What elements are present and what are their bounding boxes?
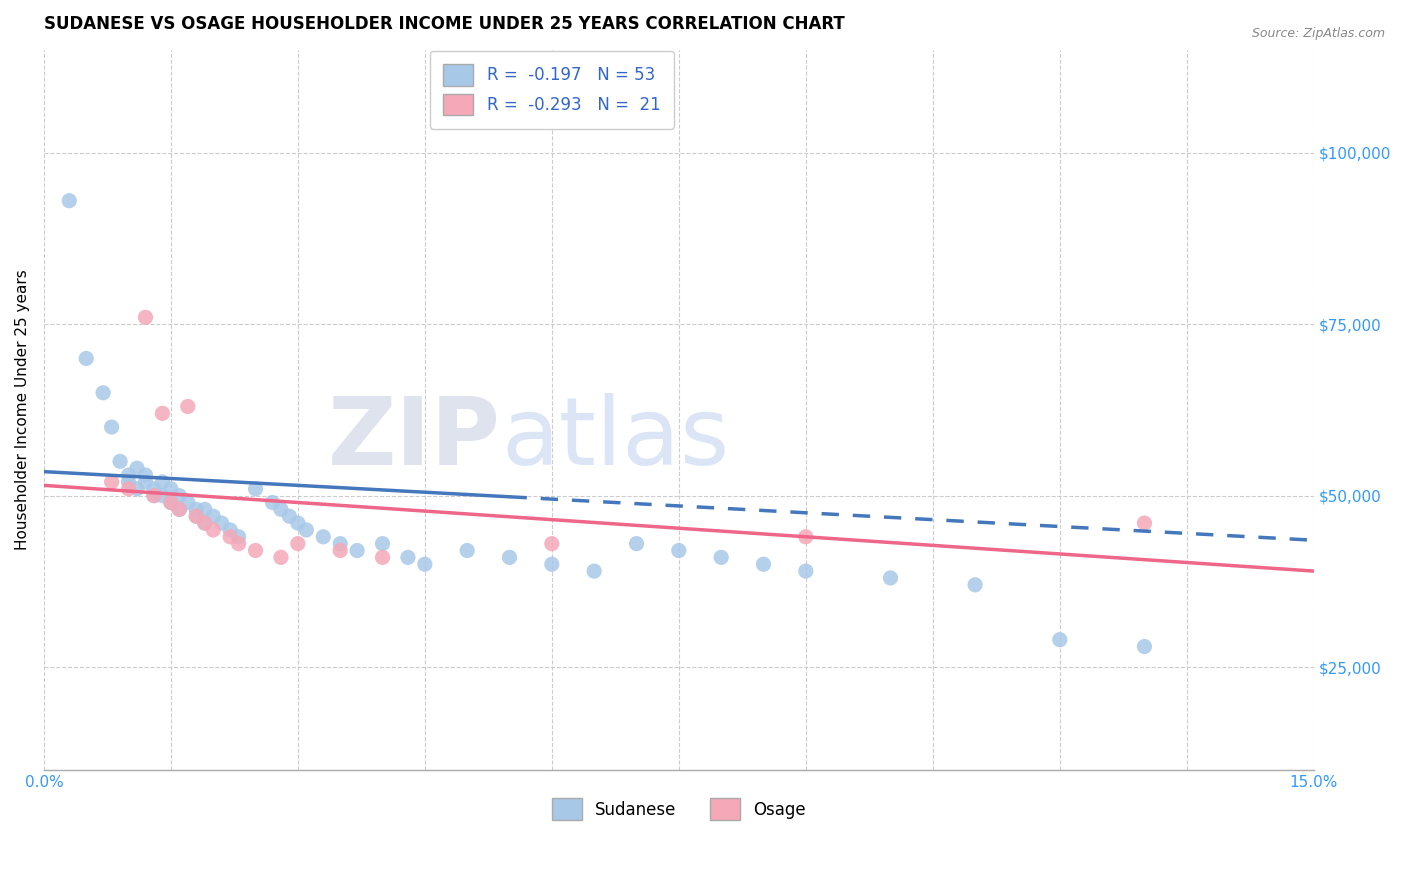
Point <box>262 495 284 509</box>
Point <box>100 420 122 434</box>
Point <box>152 489 174 503</box>
Point <box>160 495 183 509</box>
Point <box>245 543 267 558</box>
Point <box>186 502 208 516</box>
Text: atlas: atlas <box>501 392 730 484</box>
Point <box>1133 640 1156 654</box>
Point <box>329 543 352 558</box>
Y-axis label: Householder Income Under 25 years: Householder Income Under 25 years <box>15 269 30 550</box>
Point <box>117 475 139 489</box>
Point <box>108 454 131 468</box>
Point <box>270 502 292 516</box>
Point <box>186 509 208 524</box>
Point <box>1133 516 1156 530</box>
Point <box>219 523 242 537</box>
Point <box>169 502 191 516</box>
Point <box>668 543 690 558</box>
Point <box>194 516 217 530</box>
Point <box>125 482 148 496</box>
Point <box>117 482 139 496</box>
Point <box>169 502 191 516</box>
Point <box>194 502 217 516</box>
Legend: Sudanese, Osage: Sudanese, Osage <box>546 792 813 827</box>
Point <box>160 482 183 496</box>
Point <box>498 550 520 565</box>
Point <box>329 536 352 550</box>
Point <box>177 495 200 509</box>
Point <box>245 482 267 496</box>
Point <box>177 400 200 414</box>
Point <box>142 489 165 503</box>
Point <box>583 564 606 578</box>
Point <box>270 550 292 565</box>
Point <box>160 495 183 509</box>
Text: ZIP: ZIP <box>328 392 501 484</box>
Point <box>169 489 191 503</box>
Point <box>134 310 156 325</box>
Point <box>540 558 562 572</box>
Point <box>202 509 225 524</box>
Point <box>75 351 97 366</box>
Point <box>134 475 156 489</box>
Point <box>752 558 775 572</box>
Point <box>626 536 648 550</box>
Point <box>879 571 901 585</box>
Point <box>228 530 250 544</box>
Point <box>540 536 562 550</box>
Point <box>117 468 139 483</box>
Point <box>312 530 335 544</box>
Point <box>152 475 174 489</box>
Point <box>219 530 242 544</box>
Point <box>295 523 318 537</box>
Point <box>1049 632 1071 647</box>
Point <box>413 558 436 572</box>
Point <box>91 385 114 400</box>
Point <box>186 509 208 524</box>
Point <box>100 475 122 489</box>
Point <box>142 489 165 503</box>
Point <box>125 461 148 475</box>
Point <box>371 550 394 565</box>
Point <box>142 482 165 496</box>
Point <box>58 194 80 208</box>
Point <box>152 406 174 420</box>
Point <box>456 543 478 558</box>
Text: Source: ZipAtlas.com: Source: ZipAtlas.com <box>1251 27 1385 40</box>
Point <box>287 536 309 550</box>
Point <box>134 468 156 483</box>
Point <box>346 543 368 558</box>
Point <box>228 536 250 550</box>
Point <box>194 516 217 530</box>
Point <box>396 550 419 565</box>
Point <box>965 578 987 592</box>
Point <box>211 516 233 530</box>
Point <box>278 509 301 524</box>
Point <box>202 523 225 537</box>
Point <box>794 530 817 544</box>
Point <box>371 536 394 550</box>
Point <box>287 516 309 530</box>
Point <box>794 564 817 578</box>
Text: SUDANESE VS OSAGE HOUSEHOLDER INCOME UNDER 25 YEARS CORRELATION CHART: SUDANESE VS OSAGE HOUSEHOLDER INCOME UND… <box>44 15 845 33</box>
Point <box>710 550 733 565</box>
